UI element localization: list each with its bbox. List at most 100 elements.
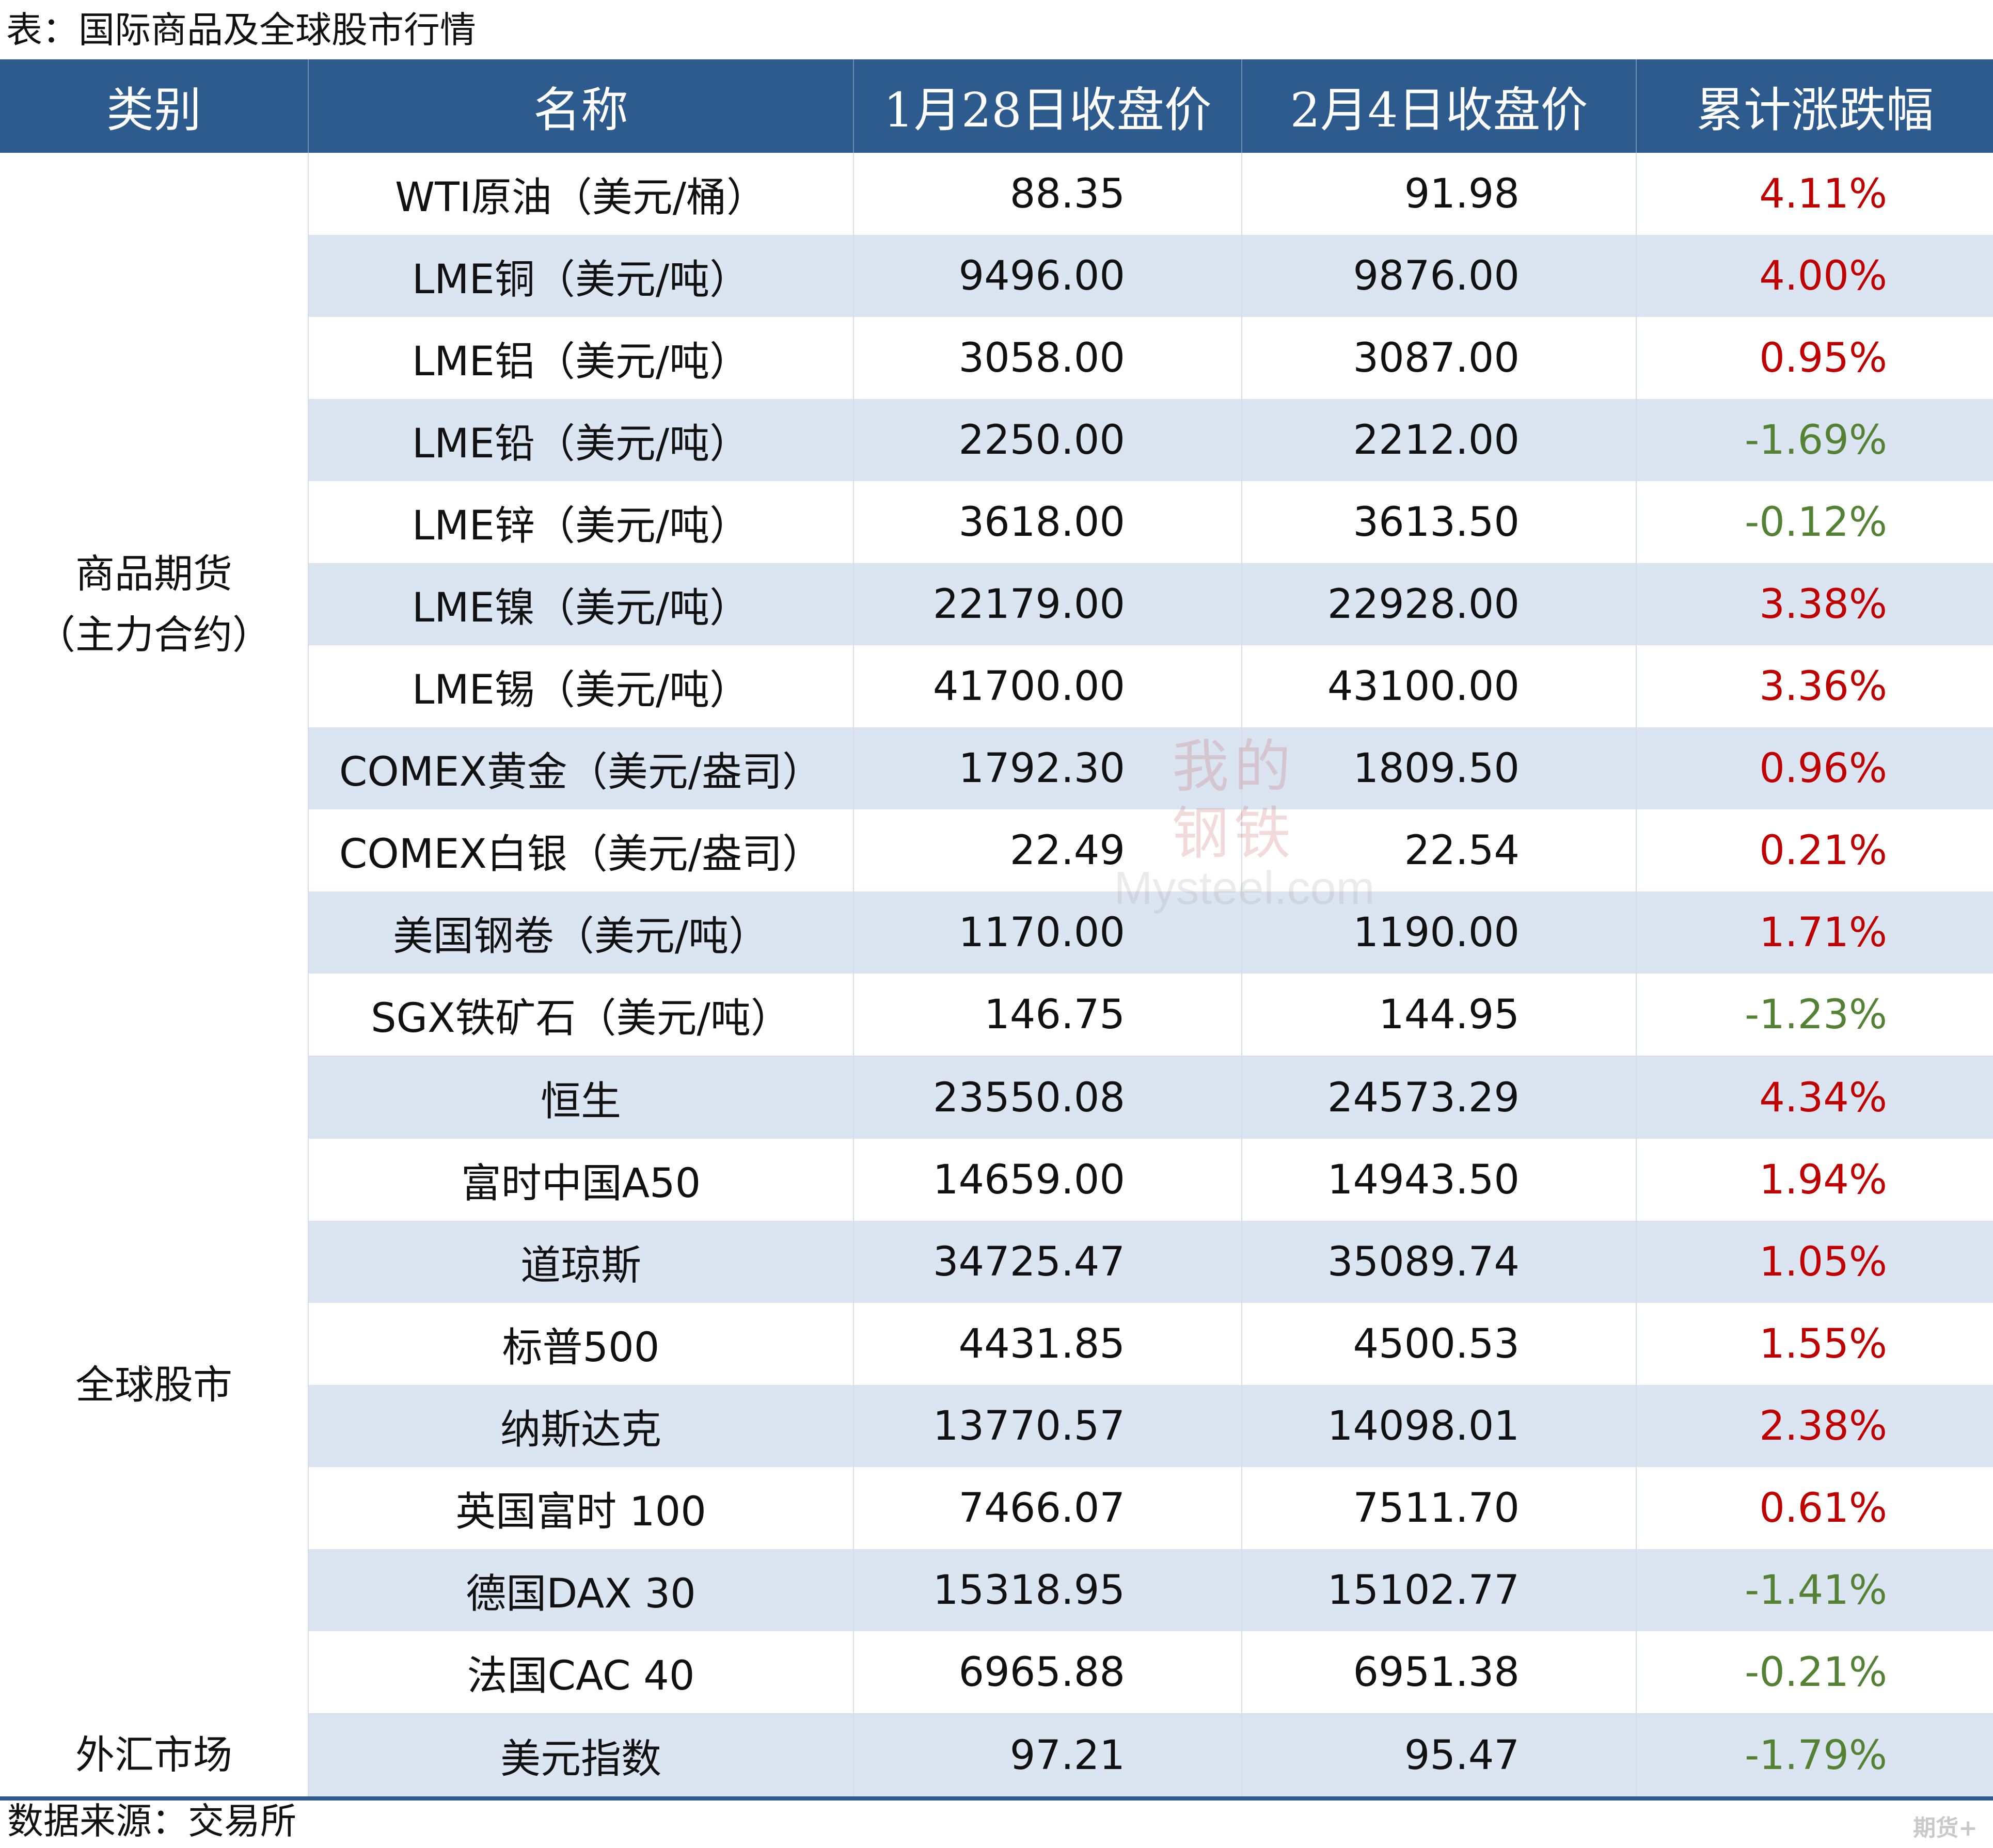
row-name: LME锌（美元/吨）	[308, 481, 854, 563]
row-close-jan28: 22179.00	[853, 563, 1242, 645]
row-close-jan28: 146.75	[853, 974, 1242, 1057]
row-name: SGX铁矿石（美元/吨）	[308, 974, 854, 1057]
table-row: 道琼斯 34725.47 35089.74 1.05%	[0, 1221, 1993, 1303]
row-close-feb4: 91.98	[1242, 153, 1637, 235]
row-close-feb4: 15102.77	[1242, 1549, 1637, 1631]
data-source-note: 数据来源：交易所	[7, 1800, 296, 1842]
row-close-jan28: 41700.00	[853, 645, 1242, 727]
row-change: -1.69%	[1636, 399, 1993, 481]
row-close-feb4: 1190.00	[1242, 891, 1637, 974]
table-row: LME铜（美元/吨） 9496.00 9876.00 4.00%	[0, 235, 1993, 317]
row-change: 1.94%	[1759, 1156, 1887, 1203]
table-row: 法国CAC 40 6965.88 6951.38 -0.21%	[0, 1631, 1993, 1714]
row-close-jan28: 97.21	[853, 1714, 1242, 1801]
row-change: 0.21%	[1759, 827, 1887, 874]
row-close-feb4: 24573.29	[1242, 1056, 1637, 1139]
row-name: 法国CAC 40	[308, 1631, 854, 1714]
row-close-feb4: 43100.00	[1242, 645, 1637, 727]
row-close-feb4: 2212.00	[1242, 399, 1637, 481]
row-close-feb4: 14098.01	[1242, 1385, 1637, 1467]
row-close-jan28: 13770.57	[853, 1385, 1242, 1467]
row-name: COMEX黄金（美元/盎司）	[308, 727, 854, 809]
table-row: LME锡（美元/吨） 41700.00 43100.00 3.36%	[0, 645, 1993, 727]
row-close-feb4: 4500.53	[1242, 1303, 1637, 1385]
row-close-feb4: 14943.50	[1242, 1139, 1637, 1221]
row-close-feb4: 22.54	[1242, 809, 1637, 891]
row-change: 1.05%	[1636, 1221, 1993, 1303]
row-close-feb4: 95.47	[1242, 1714, 1637, 1801]
row-change: 1.55%	[1759, 1320, 1887, 1367]
table-row: SGX铁矿石（美元/吨） 146.75 144.95 -1.23%	[0, 974, 1993, 1057]
corner-logo-text: 期货+	[1913, 1815, 1978, 1841]
row-change: 0.95%	[1759, 334, 1887, 381]
table-row: 美国钢卷（美元/吨） 1170.00 1190.00 1.71%	[0, 891, 1993, 974]
row-close-jan28: 15318.95	[853, 1549, 1242, 1631]
table-row: LME镍（美元/吨） 22179.00 22928.00 3.38%	[0, 563, 1993, 645]
table-row: 德国DAX 30 15318.95 15102.77 -1.41%	[0, 1549, 1993, 1631]
row-change: 1.71%	[1636, 891, 1993, 974]
row-close-feb4: 3613.50	[1242, 481, 1637, 563]
row-name: 英国富时 100	[308, 1467, 854, 1549]
row-close-jan28: 3618.00	[853, 481, 1242, 563]
table-row: 外汇市场 美元指数 97.21 95.47 -1.79%	[0, 1714, 1993, 1801]
category-forex: 外汇市场	[0, 1714, 309, 1801]
row-name: WTI原油（美元/桶）	[308, 153, 854, 235]
row-close-jan28: 2250.00	[853, 399, 1242, 481]
row-name: 美元指数	[308, 1714, 854, 1801]
row-name: LME镍（美元/吨）	[308, 563, 854, 645]
row-change: 3.38%	[1636, 563, 1993, 645]
row-name: 富时中国A50	[308, 1139, 854, 1221]
row-close-jan28: 3058.00	[853, 317, 1242, 399]
row-close-feb4: 3087.00	[1242, 317, 1637, 399]
row-name: 道琼斯	[308, 1221, 854, 1303]
row-change: -0.21%	[1636, 1631, 1993, 1714]
row-name: 美国钢卷（美元/吨）	[308, 891, 854, 974]
header-close-jan28: 1月28日收盘价	[853, 59, 1242, 153]
table-row: 富时中国A50 14659.00 14943.50 1.94%	[0, 1139, 1993, 1221]
row-close-jan28: 1170.00	[853, 891, 1242, 974]
row-close-jan28: 1792.30	[853, 727, 1242, 809]
row-name: LME铅（美元/吨）	[308, 399, 854, 481]
row-name: LME铜（美元/吨）	[308, 235, 854, 317]
table-row: COMEX黄金（美元/盎司） 1792.30 1809.50 0.96%	[0, 727, 1993, 809]
category-commodities-label: 商品期货	[75, 551, 232, 597]
market-quotes-table: 类别 名称 1月28日收盘价 2月4日收盘价 累计涨跌幅 商品期货 （主力合约）…	[0, 59, 1993, 1801]
row-change: 0.61%	[1759, 1485, 1887, 1532]
row-change: 0.96%	[1636, 727, 1993, 809]
row-name: LME铝（美元/吨）	[308, 317, 854, 399]
header-change: 累计涨跌幅	[1636, 59, 1993, 153]
category-stocks: 全球股市	[0, 1056, 309, 1714]
row-name: 纳斯达克	[308, 1385, 854, 1467]
table-row: 全球股市 恒生 23550.08 24573.29 4.34%	[0, 1056, 1993, 1714]
row-name: 标普500	[308, 1303, 854, 1385]
category-commodities-sublabel: （主力合约）	[36, 612, 272, 658]
row-close-feb4: 9876.00	[1242, 235, 1637, 317]
row-name: 德国DAX 30	[308, 1549, 854, 1631]
row-close-feb4: 22928.00	[1242, 563, 1637, 645]
row-change: 4.11%	[1759, 170, 1887, 217]
header-category: 类别	[0, 59, 309, 153]
table-caption: 表：国际商品及全球股市行情	[6, 9, 476, 51]
header-close-feb4: 2月4日收盘价	[1242, 59, 1637, 153]
row-name: COMEX白银（美元/盎司）	[308, 809, 854, 891]
header-name: 名称	[308, 59, 854, 153]
table-row: 英国富时 100 7466.07 7511.70 0.61%	[0, 1467, 1993, 1549]
category-commodities: 商品期货 （主力合约）	[0, 153, 309, 1056]
row-change: -1.79%	[1636, 1714, 1993, 1801]
row-close-jan28: 7466.07	[853, 1467, 1242, 1549]
row-change: 4.34%	[1636, 1056, 1993, 1139]
row-close-jan28: 4431.85	[853, 1303, 1242, 1385]
row-change: -1.41%	[1636, 1549, 1993, 1631]
table-row: 标普500 4431.85 4500.53 1.55%	[0, 1303, 1993, 1385]
row-close-feb4: 7511.70	[1242, 1467, 1637, 1549]
row-close-feb4: 1809.50	[1242, 727, 1637, 809]
row-close-jan28: 14659.00	[853, 1139, 1242, 1221]
table-row: COMEX白银（美元/盎司） 22.49 22.54 0.21%	[0, 809, 1993, 891]
header-row: 类别 名称 1月28日收盘价 2月4日收盘价 累计涨跌幅	[0, 59, 1993, 153]
row-close-feb4: 35089.74	[1242, 1221, 1637, 1303]
row-name: LME锡（美元/吨）	[308, 645, 854, 727]
row-change: -1.23%	[1636, 974, 1993, 1057]
row-name: 恒生	[308, 1056, 854, 1139]
table-row: LME铅（美元/吨） 2250.00 2212.00 -1.69%	[0, 399, 1993, 481]
row-close-feb4: 6951.38	[1242, 1631, 1637, 1714]
